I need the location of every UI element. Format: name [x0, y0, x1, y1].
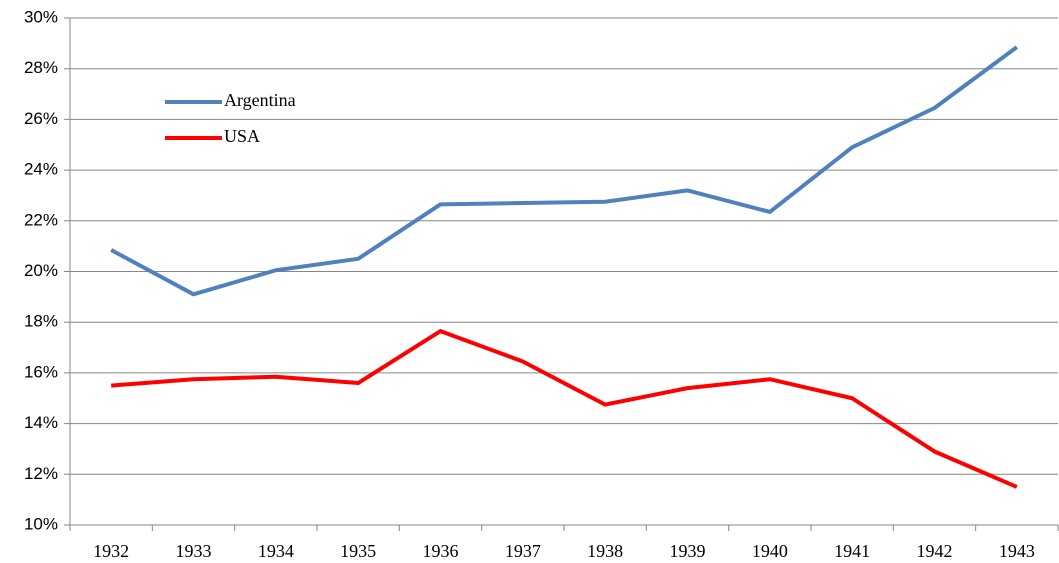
x-tick-label: 1941: [834, 541, 870, 561]
x-tick-label: 1935: [340, 541, 376, 561]
legend-label: USA: [224, 126, 260, 146]
y-tick-label: 12%: [24, 464, 58, 483]
y-tick-label: 10%: [24, 514, 58, 533]
x-tick-label: 1938: [587, 541, 623, 561]
x-tick-label: 1940: [752, 541, 788, 561]
y-tick-label: 18%: [24, 312, 58, 331]
x-tick-label: 1934: [258, 541, 294, 561]
line-series: [111, 329, 1018, 489]
y-tick-label: 28%: [24, 58, 58, 77]
x-tick-label: 1937: [505, 541, 541, 561]
x-tick-label: 1942: [917, 541, 953, 561]
y-tick-label: 26%: [24, 109, 58, 128]
y-tick-label: 30%: [24, 7, 58, 26]
x-tick-label: 1933: [176, 541, 212, 561]
line-series: [110, 45, 1019, 297]
x-tick-label: 1932: [93, 541, 129, 561]
y-tick-label: 24%: [24, 160, 58, 179]
x-tick-label: 1936: [423, 541, 459, 561]
legend-label: Argentina: [224, 90, 296, 110]
y-tick-label: 16%: [24, 362, 58, 381]
y-tick-label: 20%: [24, 261, 58, 280]
x-tick-label: 1939: [670, 541, 706, 561]
y-tick-label: 14%: [24, 413, 58, 432]
x-tick-label: 1943: [999, 541, 1035, 561]
y-tick-label: 22%: [24, 210, 58, 229]
